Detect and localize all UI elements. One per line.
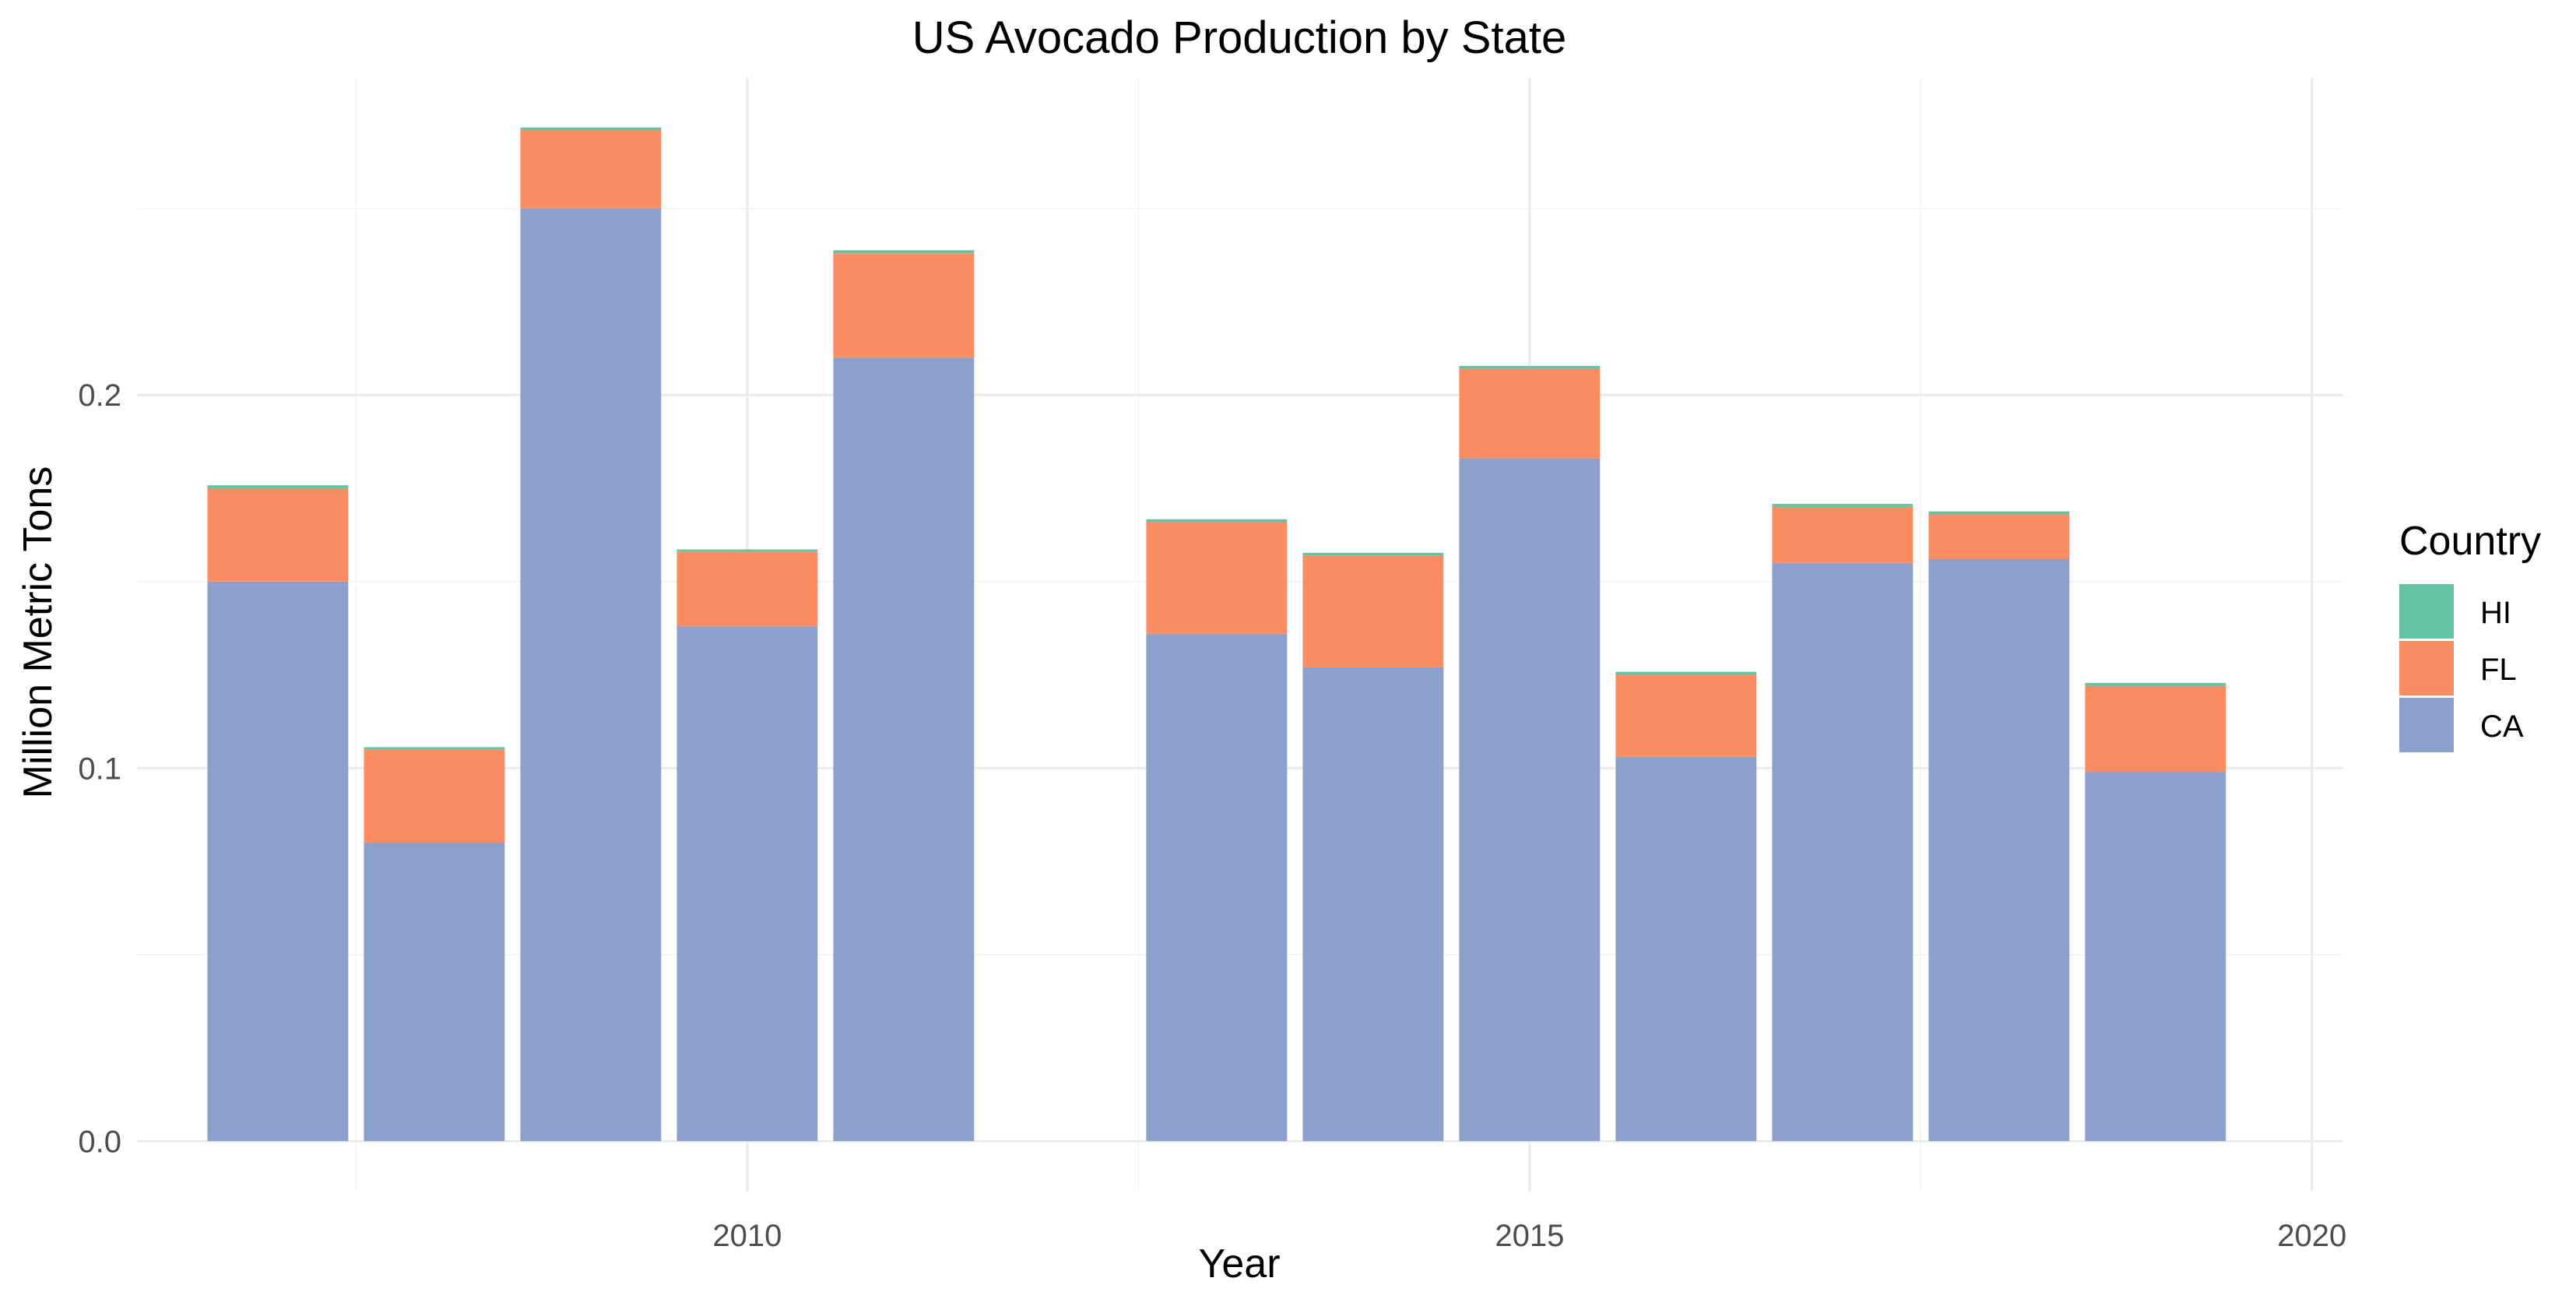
- bar-fl-2017: [1772, 506, 1914, 563]
- bar-ca-2016: [1615, 756, 1757, 1142]
- x-axis-title: Year: [1198, 1241, 1280, 1287]
- bar-fl-2008: [364, 749, 505, 843]
- bar-fl-2009: [520, 130, 662, 209]
- legend-label-hi: HI: [2480, 596, 2511, 630]
- bar-fl-2010: [677, 551, 818, 627]
- bar-ca-2009: [520, 208, 662, 1142]
- bar-ca-2018: [1928, 558, 2070, 1142]
- bar-hi-2010: [677, 549, 818, 552]
- y-tick-label: 0.0: [78, 1125, 121, 1159]
- bar-ca-2008: [364, 843, 505, 1142]
- bar-ca-2013: [1146, 633, 1288, 1142]
- bar-fl-2019: [2085, 685, 2226, 773]
- bar-fl-2013: [1146, 522, 1288, 634]
- bar-hi-2019: [2085, 683, 2226, 686]
- y-tick-label: 0.1: [78, 752, 121, 786]
- bar-hi-2007: [207, 485, 349, 488]
- bar-fl-2014: [1302, 555, 1444, 667]
- bar-hi-2011: [833, 250, 975, 254]
- bar-fl-2018: [1928, 514, 2070, 559]
- y-axis-title: Million Metric Tons: [16, 466, 61, 799]
- bar-fl-2007: [207, 488, 349, 582]
- bar-ca-2010: [677, 626, 818, 1142]
- bar-ca-2017: [1772, 562, 1914, 1142]
- bar-fl-2011: [833, 253, 975, 358]
- bar-hi-2018: [1928, 511, 2070, 515]
- bar-ca-2019: [2085, 772, 2226, 1142]
- y-tick-label: 0.2: [78, 378, 121, 413]
- legend-title: Country: [2399, 519, 2541, 564]
- bar-fl-2015: [1459, 368, 1601, 459]
- x-tick-label: 2010: [712, 1219, 782, 1253]
- x-axis-ticks: 2010 2015 2020: [712, 1219, 2346, 1253]
- legend-key-ca: [2399, 698, 2454, 752]
- bar-hi-2016: [1615, 671, 1757, 675]
- legend-label-fl: FL: [2480, 653, 2517, 687]
- chart-title: US Avocado Production by State: [912, 12, 1566, 63]
- x-tick-label: 2020: [2277, 1219, 2346, 1253]
- bar-fl-2016: [1615, 674, 1757, 757]
- bars: [207, 127, 2226, 1142]
- bar-hi-2013: [1146, 519, 1288, 523]
- bar-ca-2014: [1302, 667, 1444, 1142]
- x-tick-label: 2015: [1495, 1219, 1564, 1253]
- bar-ca-2015: [1459, 458, 1601, 1142]
- legend-key-hi: [2399, 584, 2454, 639]
- bar-ca-2011: [833, 357, 975, 1142]
- bar-hi-2017: [1772, 504, 1914, 507]
- bar-hi-2015: [1459, 365, 1601, 369]
- legend-label-ca: CA: [2480, 709, 2524, 744]
- legend-key-fl: [2399, 641, 2454, 695]
- bar-hi-2009: [520, 127, 662, 131]
- y-axis-ticks: 0.0 0.1 0.2: [78, 378, 121, 1159]
- bar-hi-2014: [1302, 552, 1444, 556]
- legend: Country HI FL CA: [2399, 519, 2541, 752]
- bar-ca-2007: [207, 581, 349, 1142]
- bar-hi-2008: [364, 747, 505, 750]
